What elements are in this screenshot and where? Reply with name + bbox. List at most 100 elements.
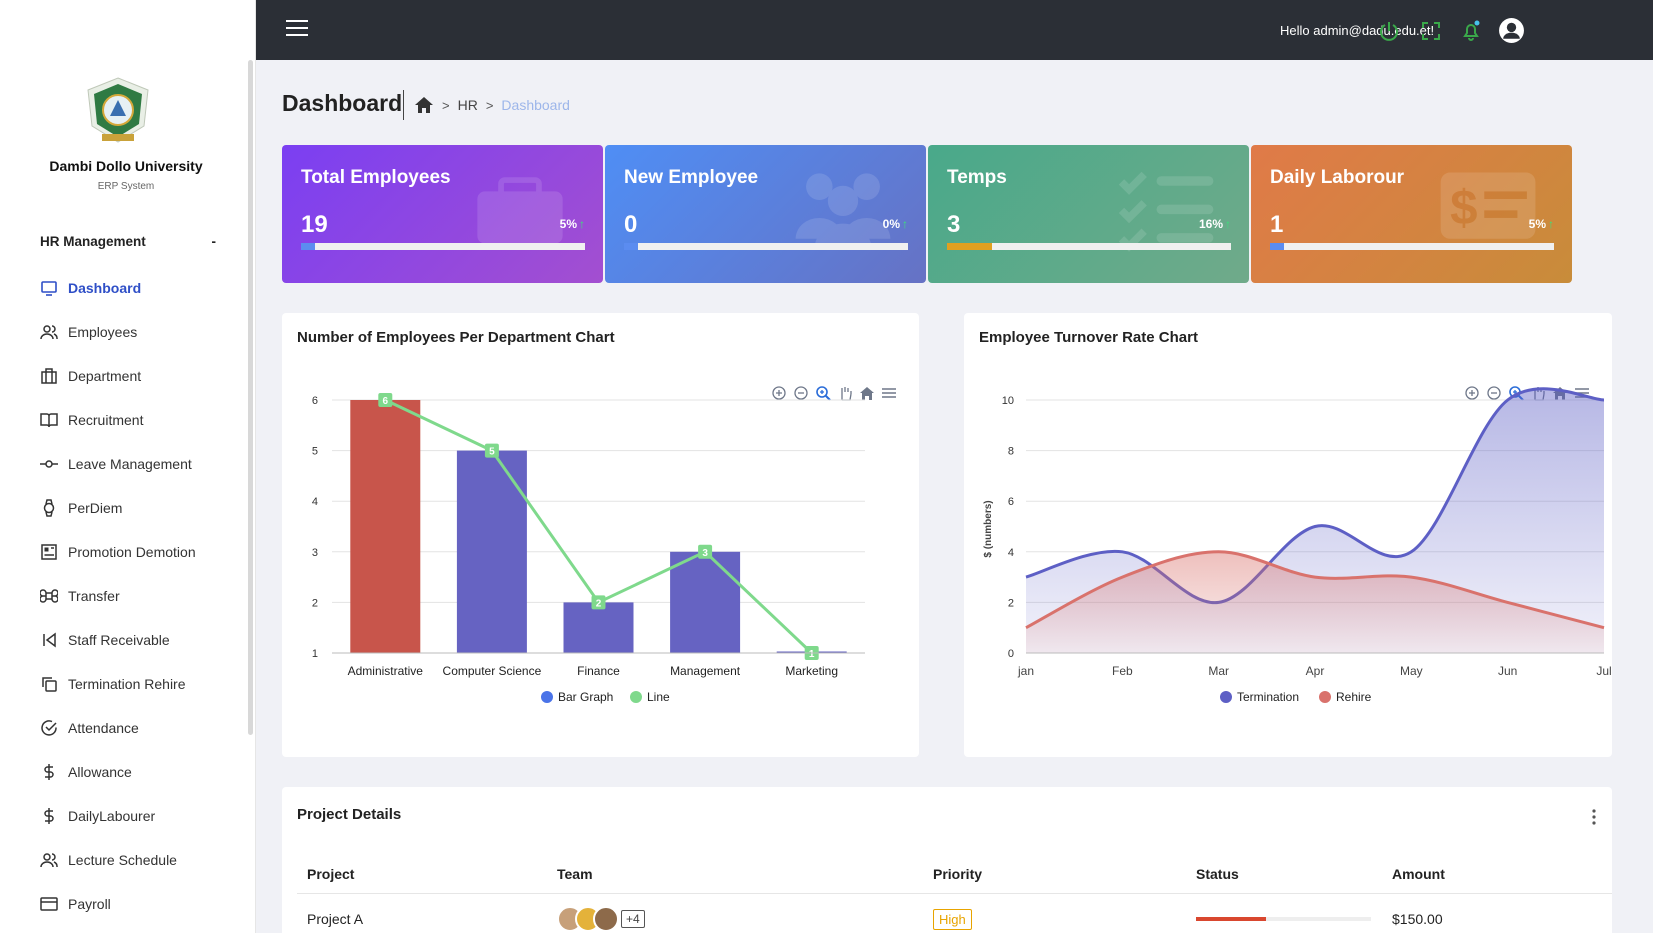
more-members-badge[interactable]: +4 xyxy=(621,910,645,928)
stat-card-new-employee[interactable]: New Employee 0 0% ↑ xyxy=(605,145,926,283)
sidebar-item-department[interactable]: Department xyxy=(40,354,196,398)
card-progress-bar xyxy=(301,243,585,250)
avatar[interactable] xyxy=(593,906,619,932)
check-circle-icon xyxy=(40,719,58,737)
line-point[interactable] xyxy=(591,595,606,610)
sidebar-item-recruitment[interactable]: Recruitment xyxy=(40,398,196,442)
selection-zoom-icon[interactable] xyxy=(815,385,831,401)
stat-card-daily-labourer[interactable]: $ Daily Laborour 1 5% ↑ xyxy=(1251,145,1572,283)
team-avatars: +4 xyxy=(547,894,923,933)
sidebar-item-staff-receivable[interactable]: Staff Receivable xyxy=(40,618,196,662)
card-progress-bar xyxy=(624,243,908,250)
project-details-panel: Project Details Project Team Priority St… xyxy=(282,787,1612,933)
card-percent: 16% ↑ xyxy=(1198,217,1231,231)
data-label: 6 xyxy=(383,396,389,407)
sidebar-item-termination-rehire[interactable]: Termination Rehire xyxy=(40,662,196,706)
column-header-priority[interactable]: Priority xyxy=(923,855,1186,894)
zoom-out-icon[interactable] xyxy=(1486,385,1502,401)
sidebar-item-label: Leave Management xyxy=(68,456,192,472)
y-tick-label: 1 xyxy=(312,648,318,660)
chart-menu-icon[interactable] xyxy=(881,385,897,401)
stat-card-temps[interactable]: Temps 3 16% ↑ xyxy=(928,145,1249,283)
sidebar-item-promotion-demotion[interactable]: Promotion Demotion xyxy=(40,530,196,574)
arrow-up-icon: ↑ xyxy=(1548,217,1554,231)
stat-card-total-employees[interactable]: Total Employees 19 5% ↑ xyxy=(282,145,603,283)
card-percent: 0% ↑ xyxy=(882,217,908,231)
more-vertical-icon[interactable] xyxy=(1592,809,1596,825)
building-icon xyxy=(40,367,58,385)
series-line[interactable] xyxy=(1025,550,1605,630)
legend-marker[interactable] xyxy=(1220,691,1232,703)
bar[interactable] xyxy=(670,551,741,653)
column-header-status[interactable]: Status xyxy=(1186,855,1382,894)
sidebar-item-allowance[interactable]: Allowance xyxy=(40,750,196,794)
sidebar-item-label: PerDiem xyxy=(68,500,123,516)
sidebar: Dambi Dollo University ERP System HR Man… xyxy=(0,0,256,933)
sidebar-item-label: Termination Rehire xyxy=(68,676,186,692)
column-header-amount[interactable]: Amount xyxy=(1382,855,1612,894)
user-avatar-icon[interactable] xyxy=(1498,17,1525,44)
sidebar-item-dashboard[interactable]: Dashboard xyxy=(40,266,196,310)
legend-marker[interactable] xyxy=(630,691,642,703)
y-tick-label: 0 xyxy=(1008,648,1014,660)
card-percent: 5% ↑ xyxy=(1528,217,1554,231)
legend-marker[interactable] xyxy=(541,691,553,703)
zoom-out-icon[interactable] xyxy=(793,385,809,401)
y-tick-label: 10 xyxy=(1002,395,1014,407)
card-background-icon: $ xyxy=(1440,172,1536,239)
sidebar-item-leave-management[interactable]: Leave Management xyxy=(40,442,196,486)
data-label: 1 xyxy=(809,649,815,660)
bell-icon[interactable] xyxy=(1460,20,1482,42)
column-header-team[interactable]: Team xyxy=(547,855,923,894)
y-axis-label: $ (numbers) xyxy=(983,500,994,557)
breadcrumb-hr[interactable]: HR xyxy=(457,97,478,113)
legend-label[interactable]: Line xyxy=(647,690,670,704)
menu-icon[interactable] xyxy=(286,20,308,38)
table-row[interactable]: Project A +4 High $150.00 xyxy=(297,894,1612,933)
section-collapse-toggle[interactable]: - xyxy=(211,234,217,249)
line-point[interactable] xyxy=(698,544,713,559)
bar[interactable] xyxy=(350,400,421,653)
card-title: Total Employees xyxy=(301,167,451,188)
x-tick-label: May xyxy=(1400,664,1423,678)
series-line[interactable] xyxy=(1025,387,1605,604)
sidebar-nav: Dashboard Employees Department Recruitment L… xyxy=(40,266,196,926)
sidebar-item-payroll[interactable]: Payroll xyxy=(40,882,196,926)
credit-card-icon xyxy=(40,895,58,913)
sidebar-item-attendance[interactable]: Attendance xyxy=(40,706,196,750)
fullscreen-icon[interactable] xyxy=(1420,20,1442,42)
x-tick-label: Computer Science xyxy=(443,664,542,678)
card-background-icon xyxy=(1118,171,1214,252)
pan-hand-icon[interactable] xyxy=(837,385,853,401)
bar[interactable] xyxy=(563,602,634,653)
legend-label[interactable]: Bar Graph xyxy=(558,690,613,704)
chevron-right-icon: > xyxy=(442,97,450,113)
sidebar-item-dailylabourer[interactable]: DailyLabourer xyxy=(40,794,196,838)
sidebar-item-transfer[interactable]: Transfer xyxy=(40,574,196,618)
reset-home-icon[interactable] xyxy=(859,385,875,401)
home-icon[interactable] xyxy=(414,96,434,114)
bar[interactable] xyxy=(456,450,527,653)
y-tick-label: 5 xyxy=(312,446,318,458)
sidebar-item-lecture-schedule[interactable]: Lecture Schedule xyxy=(40,838,196,882)
section-hr-management[interactable]: HR Management - xyxy=(40,234,216,249)
zoom-in-icon[interactable] xyxy=(771,385,787,401)
status-cell xyxy=(1186,894,1382,933)
column-header-project[interactable]: Project xyxy=(297,855,547,894)
commit-icon xyxy=(40,455,58,473)
legend-marker[interactable] xyxy=(1319,691,1331,703)
legend-label[interactable]: Rehire xyxy=(1336,690,1372,704)
legend-label[interactable]: Termination xyxy=(1237,690,1299,704)
sidebar-item-employees[interactable]: Employees xyxy=(40,310,196,354)
users-icon xyxy=(40,323,58,341)
card-title: New Employee xyxy=(624,167,759,188)
line-point[interactable] xyxy=(484,443,499,458)
power-icon[interactable] xyxy=(1378,20,1400,42)
y-tick-label: 4 xyxy=(312,496,318,508)
zoom-in-icon[interactable] xyxy=(1464,385,1480,401)
sidebar-scrollbar[interactable] xyxy=(248,60,253,735)
section-title: HR Management xyxy=(40,234,146,249)
sidebar-item-perdiem[interactable]: PerDiem xyxy=(40,486,196,530)
line-point[interactable] xyxy=(378,393,393,407)
status-progress-fill xyxy=(1196,917,1266,921)
